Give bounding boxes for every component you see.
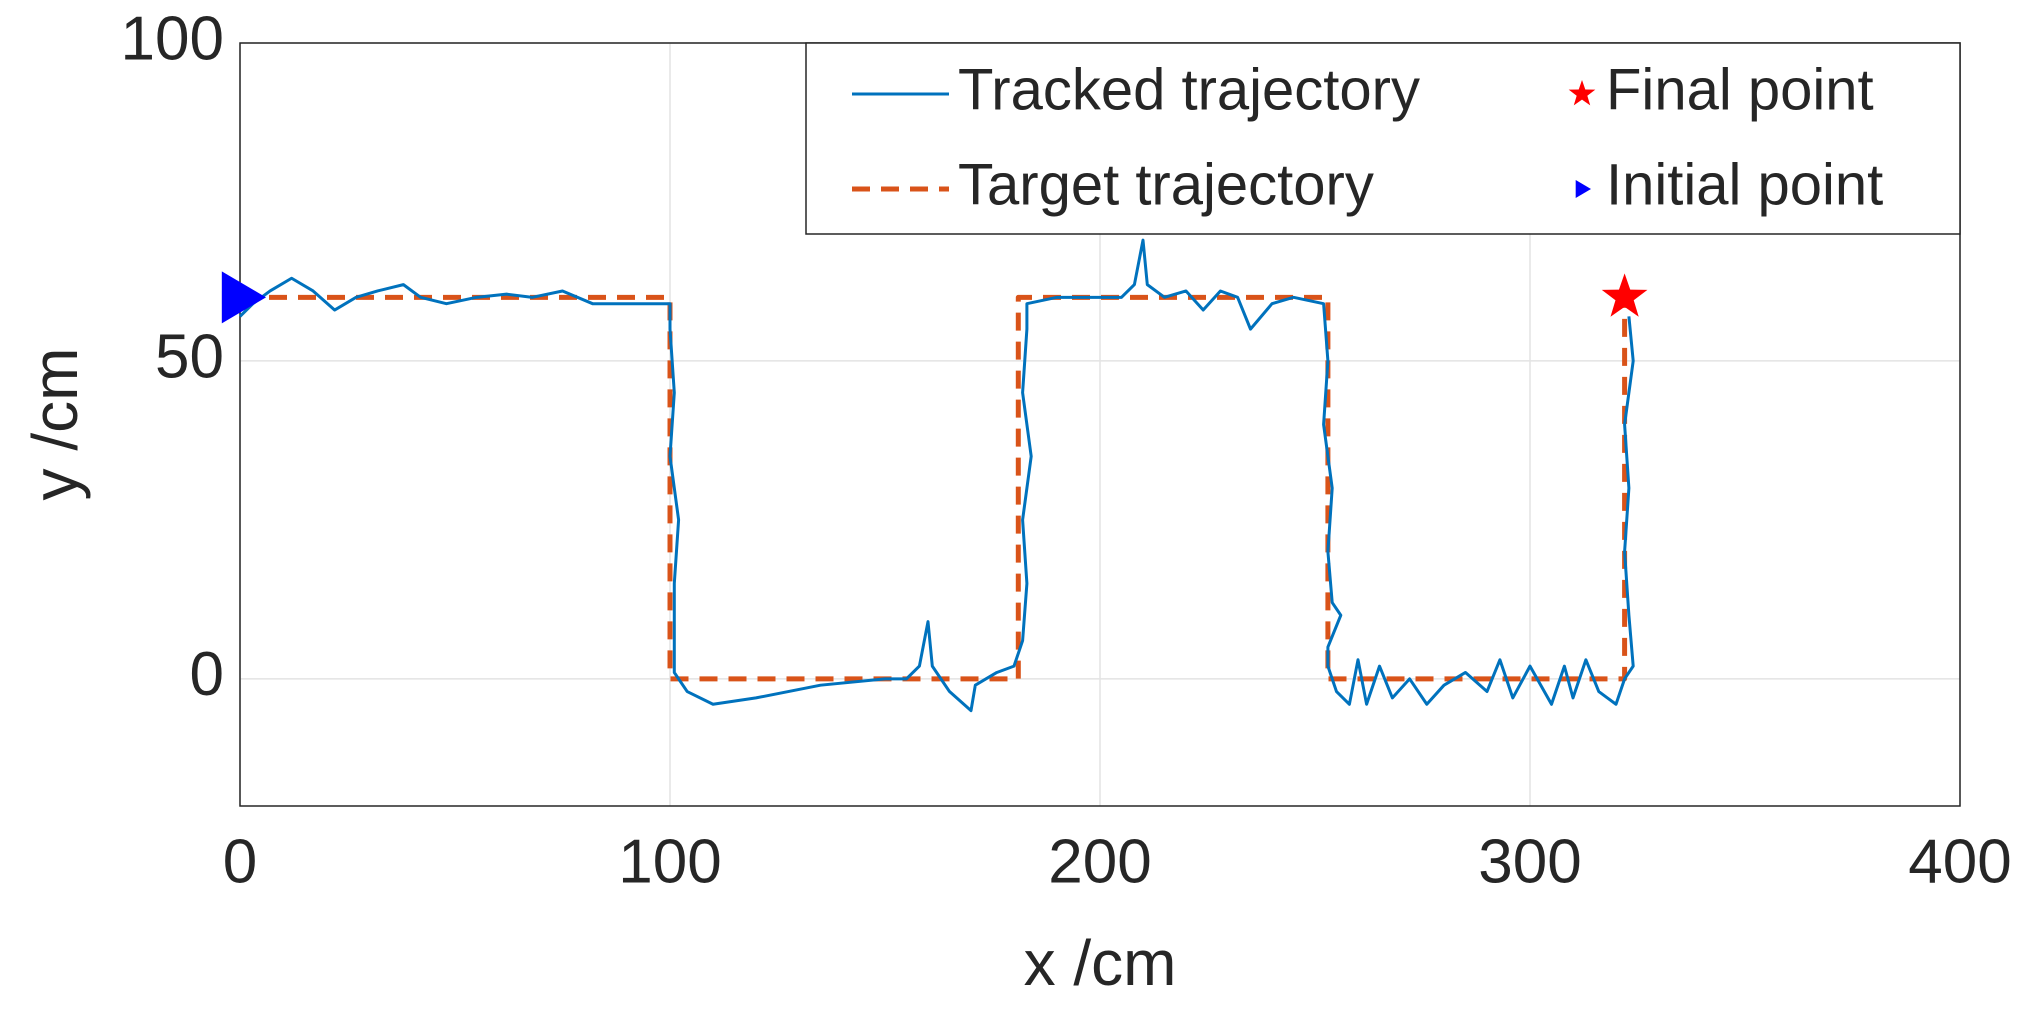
legend-label: Initial point <box>1606 152 1883 217</box>
y-axis-label: y /cm <box>19 348 91 501</box>
x-tick-label: 300 <box>1478 827 1581 896</box>
legend-label: Tracked trajectory <box>958 57 1420 122</box>
legend-label: Final point <box>1606 57 1874 122</box>
x-axis-label: x /cm <box>1024 927 1177 999</box>
x-tick-label: 200 <box>1048 827 1151 896</box>
series-line <box>240 294 1628 682</box>
x-tick-label: 0 <box>223 827 257 896</box>
legend-marker <box>1575 180 1591 198</box>
legend-marker <box>1568 80 1596 106</box>
y-tick-label: 100 <box>121 4 224 73</box>
legend-label: Target trajectory <box>958 152 1374 217</box>
x-tick-label: 400 <box>1908 827 2011 896</box>
y-tick-label: 50 <box>155 322 224 391</box>
series-line <box>238 238 1635 713</box>
x-tick-label: 100 <box>618 827 721 896</box>
y-tick-label: 0 <box>190 640 224 709</box>
legend-box <box>805 42 1961 235</box>
marker <box>1601 273 1648 317</box>
marker <box>221 271 266 324</box>
